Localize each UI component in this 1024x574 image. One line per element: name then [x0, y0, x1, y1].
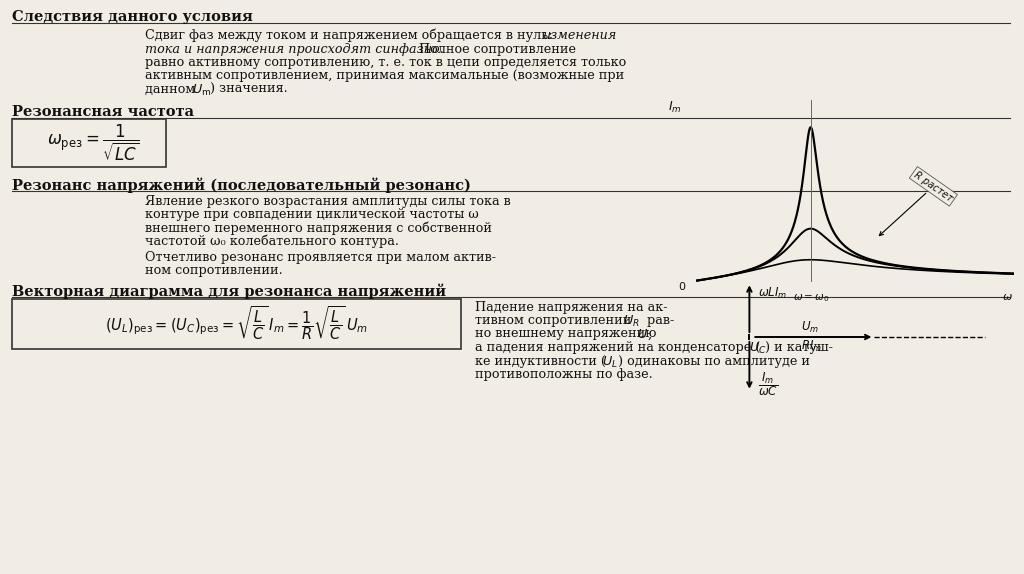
Text: тока и напряжения происходят синфазно.: тока и напряжения происходят синфазно. [145, 42, 443, 56]
Text: $U$: $U$ [637, 328, 648, 340]
Text: R растет: R растет [880, 169, 954, 235]
Text: равно активному сопротивлению, т. е. ток в цепи определяется только: равно активному сопротивлению, т. е. ток… [145, 56, 627, 69]
Text: Явление резкого возрастания амплитуды силы тока в: Явление резкого возрастания амплитуды си… [145, 195, 511, 207]
Text: 0: 0 [678, 281, 685, 292]
Text: данном: данном [145, 83, 200, 96]
Text: частотой ω₀ колебательного контура.: частотой ω₀ колебательного контура. [145, 235, 399, 249]
Text: ке индуктивности (: ке индуктивности ( [475, 355, 606, 367]
Text: активным сопротивлением, принимая максимальные (возможные при: активным сопротивлением, принимая максим… [145, 69, 625, 83]
Text: рав-: рав- [643, 314, 674, 327]
Text: $\omega_{\rm рез} = \dfrac{1}{\sqrt{LC}}$: $\omega_{\rm рез} = \dfrac{1}{\sqrt{LC}}… [47, 122, 139, 162]
Text: $U_L$: $U_L$ [602, 355, 617, 370]
Text: Резонансная частота: Резонансная частота [12, 104, 194, 118]
Text: ) одинаковы по амплитуде и: ) одинаковы по амплитуде и [618, 355, 810, 367]
Text: а падения напряжений на конденсаторе (: а падения напряжений на конденсаторе ( [475, 341, 760, 354]
Text: изменения: изменения [542, 29, 616, 42]
Text: Следствия данного условия: Следствия данного условия [12, 10, 253, 24]
Text: тивном сопротивлении: тивном сопротивлении [475, 314, 635, 327]
Text: $U_R$: $U_R$ [623, 314, 640, 329]
FancyBboxPatch shape [12, 118, 166, 166]
Text: $U_C$: $U_C$ [749, 341, 767, 356]
Text: Падение напряжения на ак-: Падение напряжения на ак- [475, 301, 668, 313]
Text: ) и катуш-: ) и катуш- [765, 341, 833, 354]
Text: Векторная диаграмма для резонанса напряжений: Векторная диаграмма для резонанса напряж… [12, 284, 446, 299]
Text: $U_m$: $U_m$ [801, 320, 819, 335]
Text: $U_{\rm m}$: $U_{\rm m}$ [193, 83, 211, 98]
Text: $\dfrac{I_m}{\omega C}$: $\dfrac{I_m}{\omega C}$ [758, 370, 778, 398]
Text: ) значения.: ) значения. [210, 83, 288, 96]
Text: Сдвиг фаз между током и напряжением обращается в нуль:: Сдвиг фаз между током и напряжением обра… [145, 29, 556, 42]
Text: Резонанс напряжений (последовательный резонанс): Резонанс напряжений (последовательный ре… [12, 177, 471, 193]
Text: Отчетливо резонанс проявляется при малом актив-: Отчетливо резонанс проявляется при малом… [145, 250, 496, 263]
Text: $\omega L I_m$: $\omega L I_m$ [758, 285, 787, 301]
Text: $I_m$: $I_m$ [668, 99, 682, 115]
Text: $(U_L)_{\rm рез} = (U_C)_{\rm рез} = \sqrt{\dfrac{L}{C}}\,I_m = \dfrac{1}{R}\sqr: $(U_L)_{\rm рез} = (U_C)_{\rm рез} = \sq… [105, 305, 368, 343]
Text: контуре при совпадении циклической частоты ω: контуре при совпадении циклической часто… [145, 208, 479, 221]
Text: ном сопротивлении.: ном сопротивлении. [145, 264, 283, 277]
Text: но внешнему напряжению: но внешнему напряжению [475, 328, 660, 340]
Text: $\omega$: $\omega$ [1002, 292, 1013, 302]
Text: внешнего переменного напряжения с собственной: внешнего переменного напряжения с собств… [145, 222, 492, 235]
Text: $\omega = \omega_0$: $\omega = \omega_0$ [793, 292, 828, 304]
Text: ,: , [647, 328, 651, 340]
Text: Полное сопротивление: Полное сопротивление [415, 42, 575, 56]
Text: $R I_m$: $R I_m$ [801, 339, 822, 354]
Text: противоположны по фазе.: противоположны по фазе. [475, 368, 652, 381]
FancyBboxPatch shape [12, 298, 461, 348]
